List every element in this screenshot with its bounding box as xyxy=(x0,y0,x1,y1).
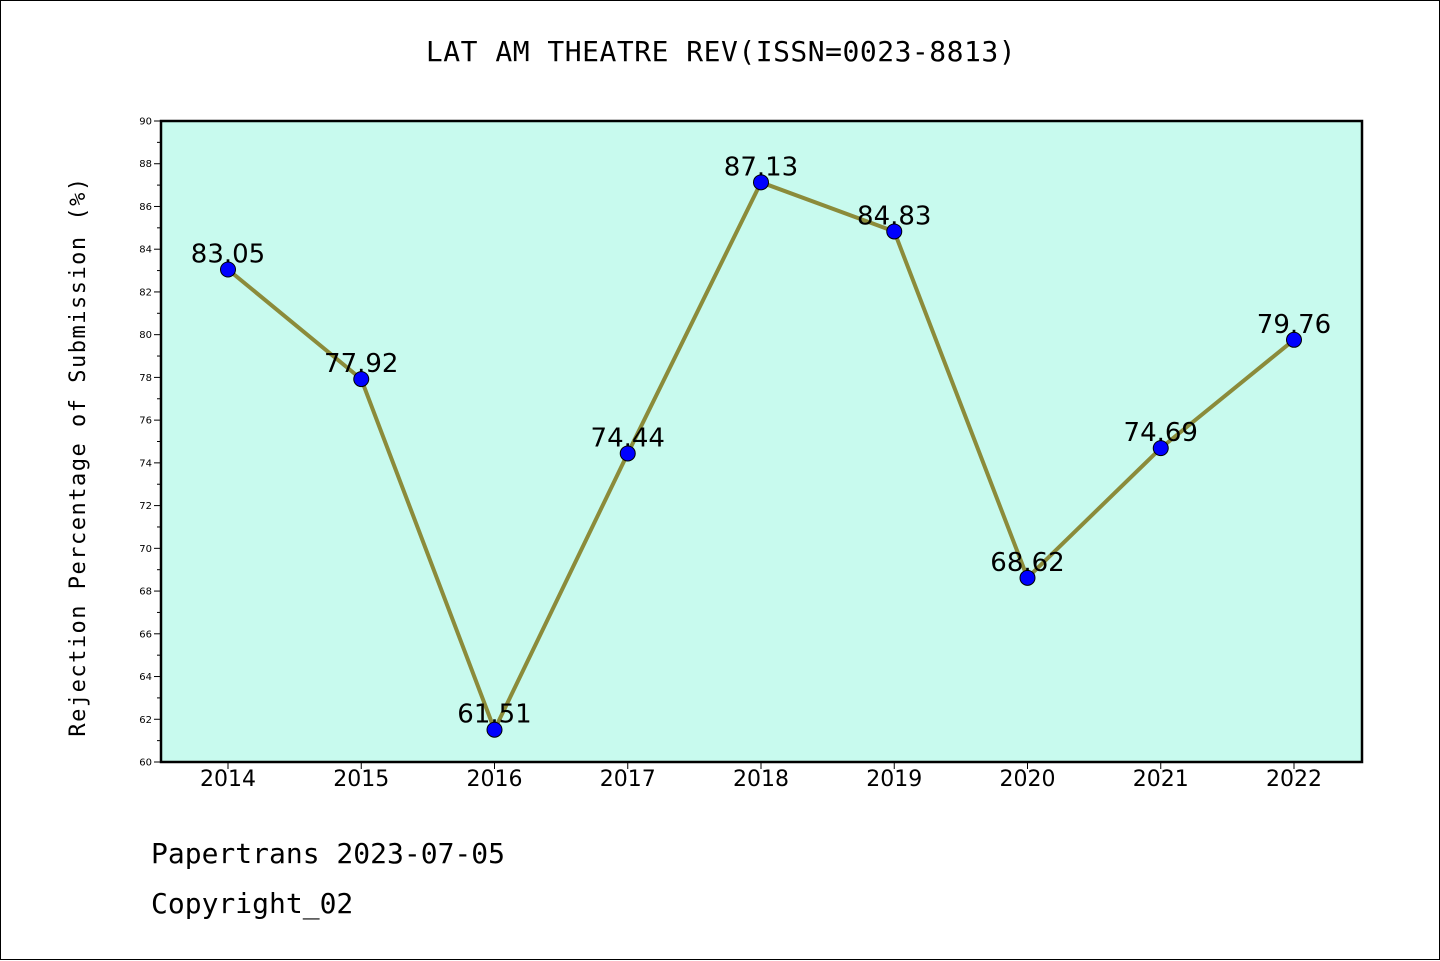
y-tick-label: 78 xyxy=(139,373,152,384)
y-tick-label: 82 xyxy=(139,287,152,298)
x-tick-label: 2020 xyxy=(1000,767,1056,792)
data-point xyxy=(486,721,503,738)
y-tick-label: 86 xyxy=(139,202,152,213)
data-point xyxy=(1286,331,1302,348)
y-tick-label: 66 xyxy=(139,629,152,640)
x-tick-label: 2018 xyxy=(733,767,789,792)
data-label: 79.76 xyxy=(1257,310,1331,340)
data-label: 77.92 xyxy=(324,349,398,379)
x-tick-label: 2017 xyxy=(600,767,656,792)
data-label: 83.05 xyxy=(191,239,265,269)
x-tick-label: 2022 xyxy=(1266,767,1322,792)
x-tick-label: 2016 xyxy=(467,767,523,792)
data-point xyxy=(886,223,903,240)
y-tick-label: 80 xyxy=(139,330,152,341)
data-label: 74.44 xyxy=(591,423,665,453)
data-label: 87.13 xyxy=(724,152,798,182)
data-label: 84.83 xyxy=(857,201,931,231)
plot-frame xyxy=(159,119,1364,764)
y-tick-label: 84 xyxy=(139,245,152,256)
y-tick-label: 68 xyxy=(139,587,152,598)
y-tick-label: 88 xyxy=(139,159,152,170)
x-tick-label: 2019 xyxy=(866,767,922,792)
data-point xyxy=(1019,569,1036,586)
data-label: 61.51 xyxy=(457,700,531,730)
y-tick-label: 72 xyxy=(139,501,152,512)
y-tick-label: 76 xyxy=(139,416,152,427)
data-point xyxy=(753,174,769,191)
data-label: 74.69 xyxy=(1124,418,1198,448)
footer-copyright: Copyright_02 xyxy=(151,887,354,920)
x-tick-label: 2015 xyxy=(333,767,389,792)
y-tick-label: 70 xyxy=(139,544,152,555)
y-tick-label: 62 xyxy=(139,715,152,726)
data-point xyxy=(619,445,636,462)
y-axis-label: Rejection Percentage of Submission (%) xyxy=(66,176,91,736)
x-tick-label: 2021 xyxy=(1133,767,1189,792)
y-tick-label: 60 xyxy=(139,758,152,769)
chart-title: LAT AM THEATRE REV(ISSN=0023-8813) xyxy=(425,35,1017,68)
x-tick-label: 2014 xyxy=(200,767,256,792)
y-tick-label: 90 xyxy=(139,117,152,128)
data-label: 68.62 xyxy=(990,548,1064,578)
footer-date: Papertrans 2023-07-05 xyxy=(151,837,506,870)
y-tick-label: 74 xyxy=(139,458,152,469)
data-point xyxy=(1152,440,1169,457)
y-tick-label: 64 xyxy=(139,672,152,683)
data-point xyxy=(353,371,370,388)
data-point xyxy=(220,261,236,278)
